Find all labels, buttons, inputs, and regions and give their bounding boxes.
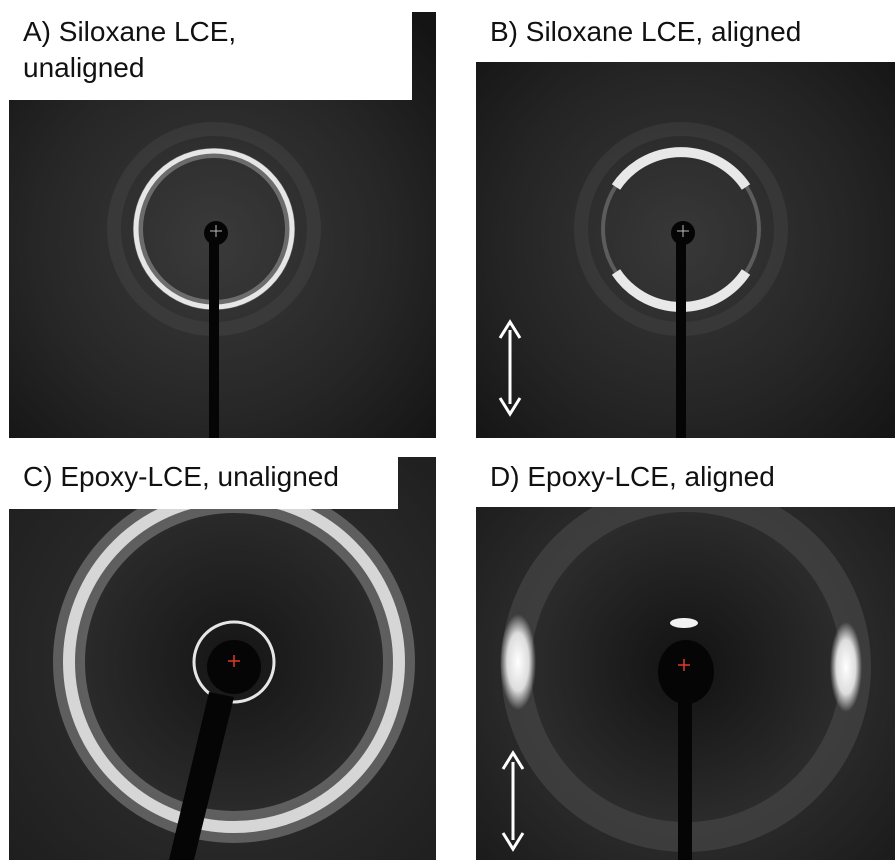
panel-d-epoxy-aligned: D) Epoxy-LCE, aligned: [476, 457, 895, 860]
xray-pattern-b: [476, 12, 895, 438]
panel-a-label: A) Siloxane LCE, unaligned: [9, 12, 412, 100]
panel-c-label: C) Epoxy-LCE, unaligned: [9, 457, 398, 509]
beam-center-marker: [678, 659, 690, 671]
beam-center-marker: [228, 655, 240, 667]
double-headed-vertical-arrow-icon: [498, 319, 522, 417]
xray-pattern-c: [9, 457, 436, 860]
beam-center-marker: [677, 225, 689, 237]
panel-a-siloxane-unaligned: A) Siloxane LCE, unaligned: [9, 12, 436, 438]
xray-pattern-d: [476, 457, 895, 860]
panel-b-label: B) Siloxane LCE, aligned: [476, 12, 895, 62]
panel-d-label: D) Epoxy-LCE, aligned: [476, 457, 895, 507]
panel-b-siloxane-aligned: B) Siloxane LCE, aligned: [476, 12, 895, 438]
panel-c-epoxy-unaligned: C) Epoxy-LCE, unaligned: [9, 457, 436, 860]
beam-center-marker: [210, 225, 222, 237]
double-headed-vertical-arrow-icon: [501, 750, 525, 852]
